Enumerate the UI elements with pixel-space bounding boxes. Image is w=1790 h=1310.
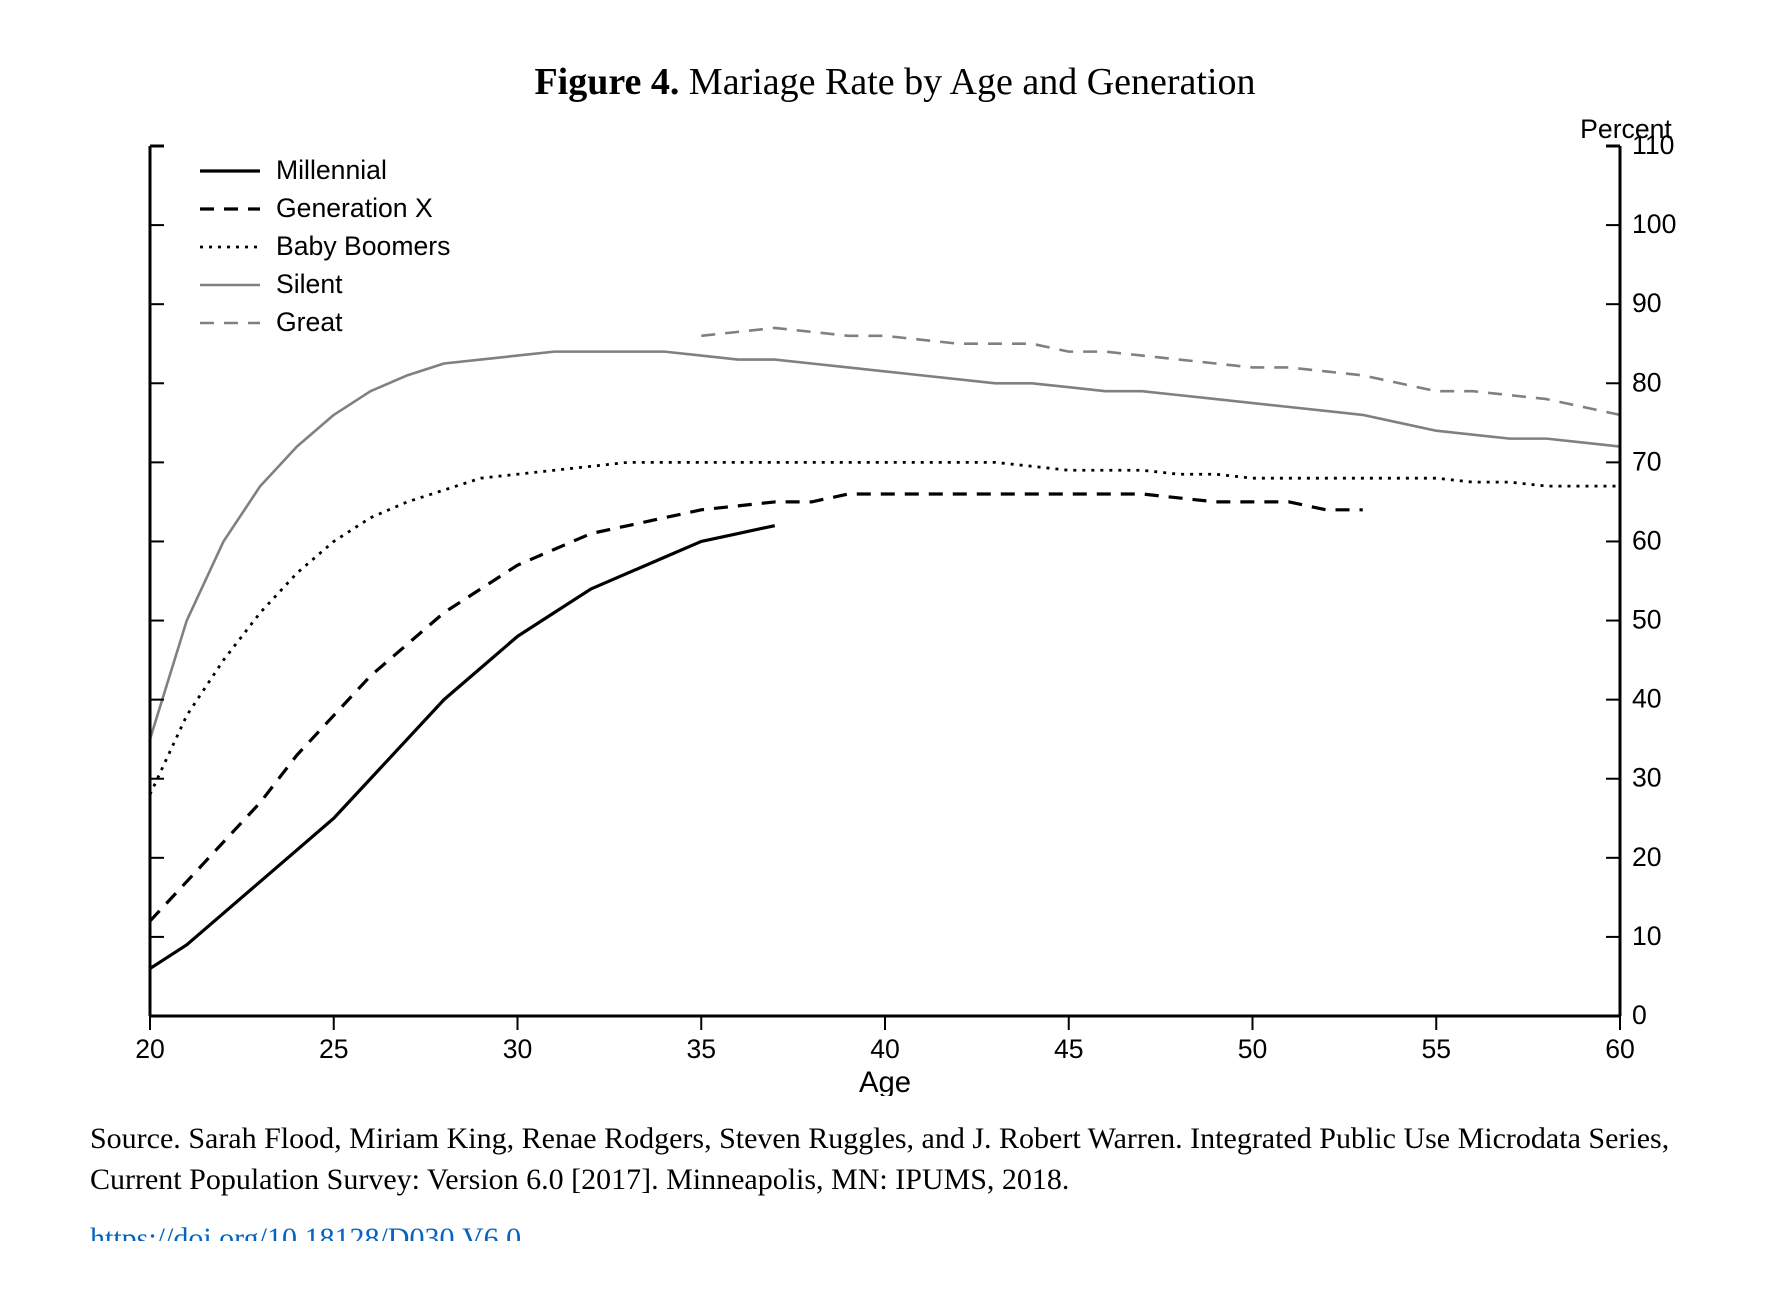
x-tick-label: 25 bbox=[319, 1034, 349, 1064]
x-tick-label: 45 bbox=[1054, 1034, 1084, 1064]
y-tick-label: 20 bbox=[1632, 842, 1662, 872]
y-tick-label: 10 bbox=[1632, 921, 1662, 951]
source-prefix: Source. bbox=[90, 1122, 188, 1155]
x-tick-label: 60 bbox=[1605, 1034, 1635, 1064]
marriage-rate-line-chart: 20 25 30 35 40 45 50 55 60 Age 0 10 20 30 40 50 60 70 80 90… bbox=[90, 116, 1700, 1096]
y-tick-label: 80 bbox=[1632, 367, 1662, 397]
y-tick-label: 40 bbox=[1632, 684, 1662, 714]
chart-background bbox=[90, 116, 1700, 1096]
y-tick-label: 60 bbox=[1632, 525, 1662, 555]
page: Figure 4. Mariage Rate by Age and Genera… bbox=[0, 0, 1790, 1310]
y-axis-label: Percent bbox=[1580, 116, 1672, 144]
figure-title: Figure 4. Mariage Rate by Age and Genera… bbox=[90, 60, 1700, 104]
x-tick-label: 35 bbox=[686, 1034, 716, 1064]
legend-label: Great bbox=[276, 307, 343, 337]
x-tick-label: 30 bbox=[503, 1034, 533, 1064]
source-citation: Source. Sarah Flood, Miriam King, Renae … bbox=[90, 1119, 1700, 1241]
legend-label: Silent bbox=[276, 269, 343, 299]
legend-label: Millennial bbox=[276, 155, 387, 185]
legend-label: Baby Boomers bbox=[276, 231, 450, 261]
figure-title-text: Mariage Rate by Age and Generation bbox=[689, 61, 1256, 103]
y-tick-label: 100 bbox=[1632, 209, 1676, 239]
chart-container: 20 25 30 35 40 45 50 55 60 Age 0 10 20 30 40 50 60 70 80 90… bbox=[90, 116, 1700, 1101]
x-tick-label: 50 bbox=[1238, 1034, 1268, 1064]
x-tick-label: 55 bbox=[1421, 1034, 1451, 1064]
source-text: Sarah Flood, Miriam King, Renae Rodgers,… bbox=[90, 1122, 1669, 1196]
x-tick-label: 40 bbox=[870, 1034, 900, 1064]
y-tick-label: 90 bbox=[1632, 288, 1662, 318]
legend-label: Generation X bbox=[276, 193, 433, 223]
figure-number: Figure 4. bbox=[534, 61, 679, 103]
x-tick-label: 20 bbox=[135, 1034, 165, 1064]
y-tick-label: 70 bbox=[1632, 446, 1662, 476]
y-tick-label: 50 bbox=[1632, 605, 1662, 635]
source-link[interactable]: https://doi.org/10.18128/D030.V6.0 bbox=[90, 1219, 521, 1241]
y-tick-label: 0 bbox=[1632, 1000, 1647, 1030]
x-axis-label: Age bbox=[859, 1067, 911, 1096]
y-tick-label: 30 bbox=[1632, 763, 1662, 793]
